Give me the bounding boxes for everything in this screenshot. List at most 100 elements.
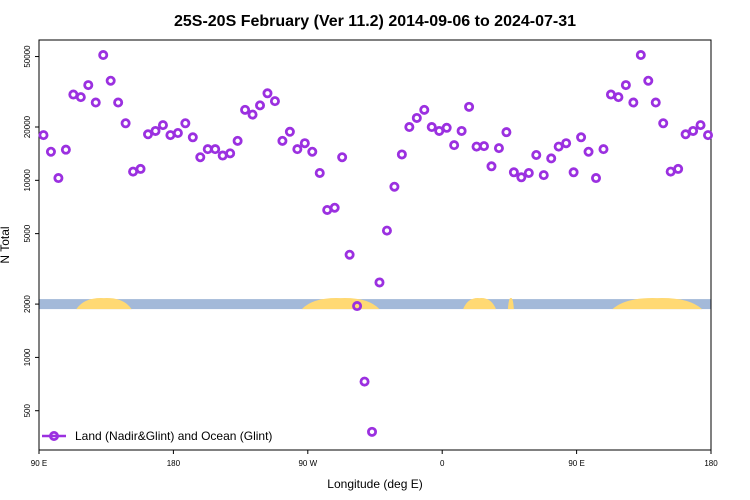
data-point — [284, 126, 295, 137]
data-point — [613, 92, 624, 103]
data-point — [172, 128, 183, 139]
data-point — [359, 376, 370, 387]
data-point — [426, 122, 437, 133]
data-point — [90, 97, 101, 108]
data-point — [493, 143, 504, 154]
data-point — [255, 100, 266, 111]
data-point — [389, 181, 400, 192]
data-point — [650, 97, 661, 108]
y-tick-label: 5000 — [23, 224, 32, 242]
land-region-3 — [507, 298, 514, 310]
data-point — [546, 153, 557, 164]
data-point — [180, 118, 191, 129]
data-point — [591, 173, 602, 184]
y-tick-label: 20000 — [23, 115, 32, 138]
data-point — [240, 104, 251, 115]
data-point — [404, 122, 415, 133]
land-region-4 — [612, 298, 703, 310]
data-point — [411, 112, 422, 123]
x-tick-label: 180 — [167, 459, 181, 468]
x-axis: 90 E 180 90 W 0 90 E 180 — [31, 450, 718, 468]
data-point — [635, 50, 646, 61]
data-point — [232, 135, 243, 146]
data-point — [105, 75, 116, 86]
data-point — [464, 101, 475, 112]
data-point — [210, 144, 221, 155]
data-point — [157, 120, 168, 131]
data-point — [434, 125, 445, 136]
data-point — [561, 138, 572, 149]
data-point — [620, 80, 631, 91]
data-point — [703, 130, 714, 141]
data-point — [695, 120, 706, 131]
data-point — [307, 146, 318, 157]
data-point — [277, 135, 288, 146]
y-tick-label: 1000 — [23, 348, 32, 366]
data-point — [576, 132, 587, 143]
y-axis-label: N Total — [0, 226, 12, 263]
x-tick-label: 90 W — [298, 459, 317, 468]
legend: Land (Nadir&Glint) and Ocean (Glint) — [42, 429, 272, 443]
data-point — [479, 141, 490, 152]
data-point — [583, 146, 594, 157]
land-region-2 — [463, 298, 496, 310]
data-point — [352, 301, 363, 312]
data-point — [419, 104, 430, 115]
data-point — [449, 140, 460, 151]
data-point — [113, 97, 124, 108]
world-map-band — [39, 298, 711, 310]
data-point — [531, 149, 542, 160]
data-point — [628, 97, 639, 108]
data-point — [150, 125, 161, 136]
data-point — [53, 173, 64, 184]
data-point — [262, 88, 273, 99]
data-point — [195, 152, 206, 163]
y-tick-label: 2000 — [23, 295, 32, 313]
x-tick-label: 180 — [704, 459, 718, 468]
data-point — [225, 148, 236, 159]
data-point — [45, 146, 56, 157]
legend-marker — [49, 430, 60, 441]
data-point — [337, 152, 348, 163]
data-point — [688, 125, 699, 136]
data-point — [83, 80, 94, 91]
data-points — [38, 50, 714, 437]
x-tick-label: 90 E — [31, 459, 47, 468]
y-axis: 500 1000 2000 5000 10000 20000 50000 — [23, 45, 39, 417]
y-tick-label: 50000 — [23, 45, 32, 68]
data-point — [680, 129, 691, 140]
data-point — [187, 132, 198, 143]
data-point — [292, 144, 303, 155]
data-point — [456, 125, 467, 136]
data-point — [538, 170, 549, 181]
x-tick-label: 0 — [440, 459, 445, 468]
data-point — [344, 249, 355, 260]
data-point — [60, 144, 71, 155]
y-tick-label: 10000 — [23, 169, 32, 192]
data-point — [247, 109, 258, 120]
data-point — [143, 129, 154, 140]
data-point — [374, 277, 385, 288]
data-point — [501, 127, 512, 138]
data-point — [658, 118, 669, 129]
data-point — [598, 144, 609, 155]
data-point — [396, 149, 407, 160]
data-point — [553, 141, 564, 152]
ocean-band — [39, 299, 711, 310]
data-point — [643, 75, 654, 86]
data-point — [441, 122, 452, 133]
legend-label: Land (Nadir&Glint) and Ocean (Glint) — [75, 429, 272, 443]
data-point — [98, 50, 109, 61]
x-tick-label: 90 E — [568, 459, 584, 468]
data-point — [120, 118, 131, 129]
data-point — [38, 130, 49, 141]
data-point — [516, 172, 527, 183]
data-point — [367, 426, 378, 437]
data-point — [508, 167, 519, 178]
x-axis-label: Longitude (deg E) — [327, 477, 422, 491]
data-point — [486, 161, 497, 172]
data-point — [269, 96, 280, 107]
data-point — [299, 138, 310, 149]
data-point — [75, 92, 86, 103]
